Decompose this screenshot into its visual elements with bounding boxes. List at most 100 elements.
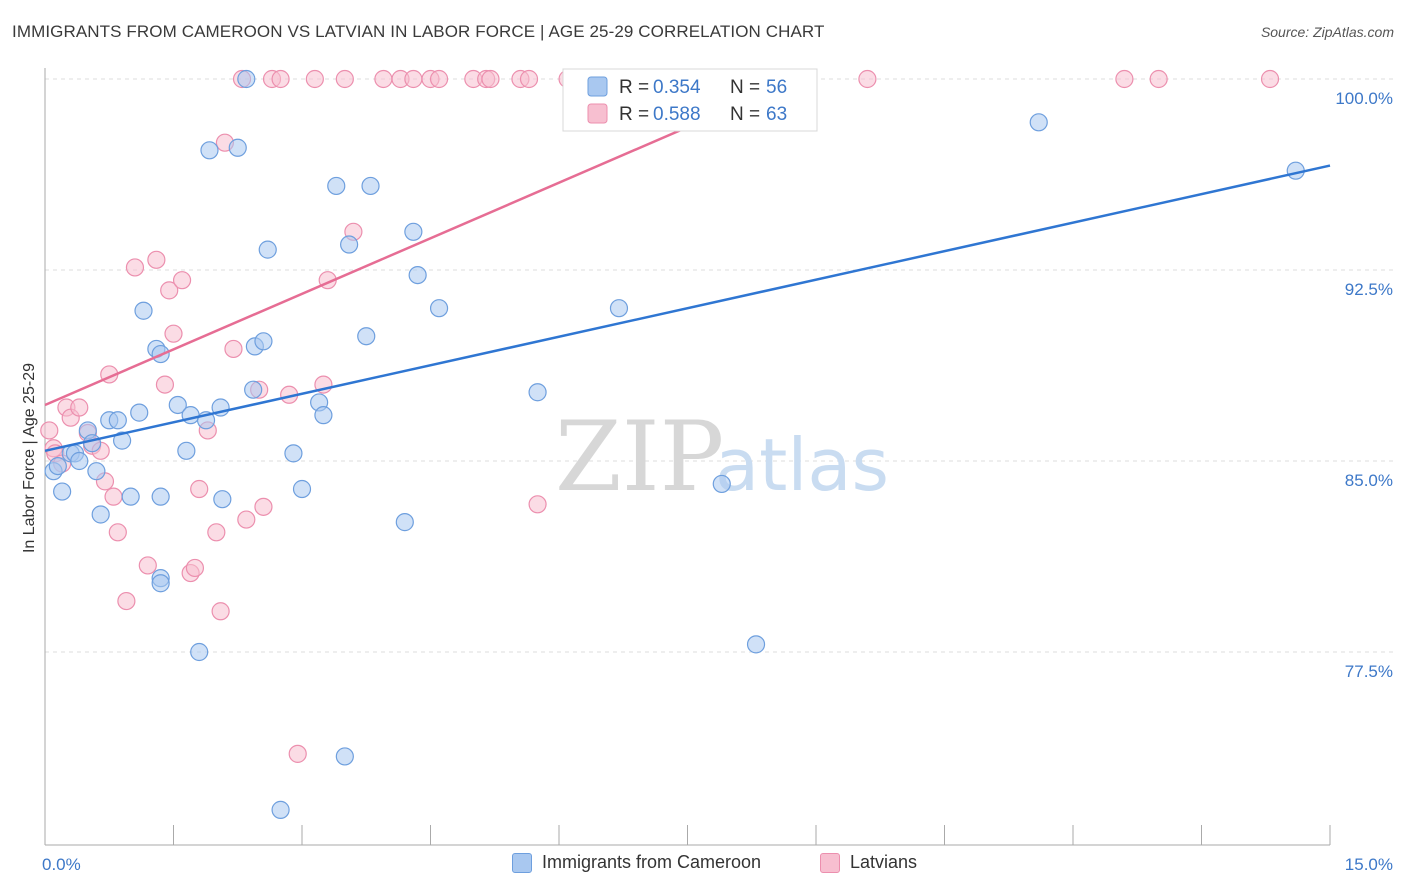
data-point-cameroon: [83, 434, 102, 453]
bottom-legend-item-cameroon: Immigrants from Cameroon: [512, 852, 761, 873]
data-point-cameroon: [1029, 113, 1048, 132]
legend-r-value-latvian: 0.588: [653, 104, 701, 125]
data-point-latvian: [528, 495, 547, 514]
data-point-latvian: [125, 258, 145, 277]
y-tick-label: 85.0%: [1345, 471, 1393, 490]
legend-n-label-latvian: N =: [730, 104, 760, 125]
data-point-cameroon: [395, 513, 414, 532]
data-point-latvian: [224, 339, 243, 359]
data-point-cameroon: [228, 138, 247, 157]
data-point-cameroon: [130, 403, 149, 422]
watermark-zip: ZIP: [555, 401, 724, 513]
data-point-cameroon: [48, 456, 67, 476]
y-axis-label: In Labor Force | Age 25-29: [21, 363, 38, 553]
data-point-latvian: [172, 271, 192, 290]
data-point-latvian: [429, 69, 449, 89]
legend-n-value-latvian: 63: [766, 104, 787, 125]
data-point-cameroon: [314, 406, 333, 425]
axis-layer: 100.0% 92.5% 85.0% 77.5% 0.0% 15.0%: [42, 68, 1393, 874]
data-point-cameroon: [177, 441, 196, 460]
data-point-latvian: [858, 69, 877, 89]
data-point-latvian: [147, 250, 166, 269]
data-point-latvian: [237, 510, 256, 529]
data-point-cameroon: [237, 69, 256, 89]
data-point-latvian: [185, 558, 205, 578]
data-point-latvian: [190, 479, 209, 499]
data-point-latvian: [288, 744, 307, 763]
data-point-cameroon: [87, 462, 106, 481]
data-point-cameroon: [292, 479, 312, 499]
bottom-legend-label-latvian: Latvians: [850, 852, 918, 872]
x-tick-label: 0.0%: [42, 855, 81, 874]
legend-swatch-cameroon: [587, 76, 608, 97]
data-point-latvian: [160, 281, 179, 300]
data-point-latvian: [104, 487, 123, 506]
data-point-cameroon: [190, 642, 209, 662]
data-point-cameroon: [134, 301, 153, 320]
watermark: ZIP atlas: [555, 401, 889, 513]
data-point-latvian: [138, 556, 157, 575]
data-point-latvian: [1149, 69, 1168, 89]
data-point-latvian: [271, 69, 290, 89]
data-point-latvian: [335, 69, 354, 89]
data-point-cameroon: [181, 406, 200, 425]
y-tick-label: 100.0%: [1335, 89, 1393, 108]
y-tick-label: 92.5%: [1345, 280, 1393, 299]
data-point-cameroon: [70, 451, 89, 471]
legend-n-label-cameroon: N =: [730, 77, 760, 98]
y-tick-label: 77.5%: [1345, 662, 1393, 681]
data-point-latvian: [1115, 69, 1134, 89]
data-point-latvian: [404, 69, 423, 89]
watermark-atlas: atlas: [715, 423, 889, 507]
data-point-cameroon: [429, 299, 449, 318]
data-point-cameroon: [53, 482, 72, 501]
data-point-cameroon: [108, 411, 127, 430]
data-point-cameroon: [408, 265, 427, 285]
data-point-latvian: [155, 375, 175, 394]
data-point-latvian: [211, 602, 230, 621]
data-point-cameroon: [335, 747, 354, 766]
data-point-cameroon: [327, 176, 346, 196]
source-label: Source: ZipAtlas.com: [1260, 24, 1394, 40]
data-point-latvian: [481, 69, 500, 89]
data-point-latvian: [305, 69, 324, 89]
data-point-cameroon: [746, 635, 766, 654]
data-point-cameroon: [254, 332, 273, 351]
data-point-cameroon: [213, 490, 232, 509]
data-point-latvian: [519, 69, 539, 89]
bottom-legend-swatch-cameroon: [512, 852, 532, 873]
data-point-latvian: [108, 523, 127, 542]
data-point-latvian: [254, 497, 273, 516]
data-point-latvian: [40, 421, 59, 440]
legend-swatch-latvian: [587, 103, 608, 124]
bottom-legend: Immigrants from Cameroon Latvians: [0, 852, 1406, 878]
trend-layer: [44, 77, 1331, 453]
data-point-cameroon: [404, 222, 423, 241]
data-point-latvian: [164, 324, 183, 343]
data-point-cameroon: [168, 395, 187, 415]
data-point-latvian: [1260, 69, 1280, 89]
legend: R = 0.354 N = 56 R = 0.588 N = 63: [562, 68, 818, 132]
legend-r-value-cameroon: 0.354: [653, 77, 701, 98]
legend-n-value-cameroon: 56: [766, 77, 787, 98]
trend-line-cameroon: [44, 164, 1331, 453]
data-point-cameroon: [609, 299, 629, 318]
trend-line-latvian: [44, 77, 800, 407]
grid-layer: [45, 78, 1395, 653]
chart-title: IMMIGRANTS FROM CAMEROON VS LATVIAN IN L…: [12, 22, 825, 41]
bottom-legend-swatch-latvian: [820, 852, 840, 873]
legend-r-label-latvian: R =: [619, 104, 649, 125]
data-point-cameroon: [528, 383, 547, 402]
data-point-cameroon: [357, 327, 376, 346]
data-point-cameroon: [200, 141, 219, 160]
data-point-latvian: [117, 591, 136, 611]
bottom-legend-item-latvian: Latvians: [820, 852, 917, 873]
data-point-cameroon: [151, 574, 170, 593]
x-tick-label: 15.0%: [1345, 855, 1393, 874]
data-point-latvian: [207, 523, 226, 542]
data-point-cameroon: [258, 240, 277, 259]
data-point-cameroon: [361, 176, 380, 196]
bottom-legend-label-cameroon: Immigrants from Cameroon: [542, 852, 762, 872]
data-point-cameroon: [151, 487, 170, 506]
